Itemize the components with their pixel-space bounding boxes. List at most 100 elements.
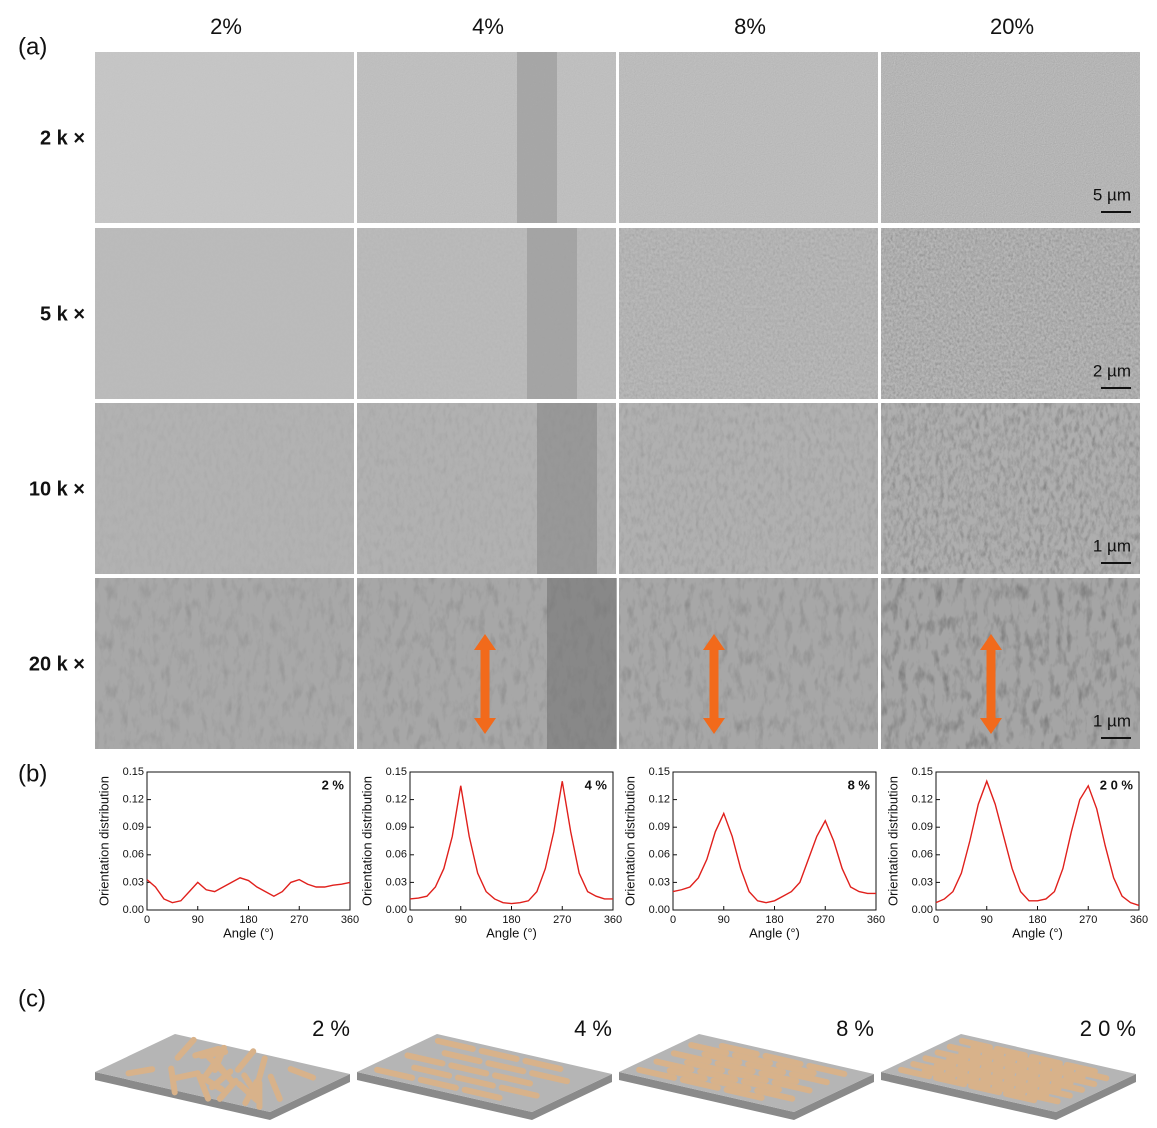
x-tick-label: 180 [502, 914, 520, 926]
scale-bar-label: 2 µm [1093, 361, 1131, 380]
y-tick-label: 0.15 [386, 766, 407, 778]
chart-title: 2 % [322, 777, 345, 792]
x-tick-label: 360 [1130, 914, 1148, 926]
sem-texture [357, 52, 616, 223]
scale-bar-label: 5 µm [1093, 185, 1131, 204]
line [147, 878, 350, 903]
x-tick-label: 90 [455, 914, 467, 926]
y-axis-label: Orientation distribution [96, 776, 111, 906]
scale-bar-label: 1 µm [1093, 536, 1131, 555]
schematic-label: 2 % [312, 1016, 350, 1041]
y-tick-label: 0.00 [649, 904, 670, 916]
schematic-label: 2 0 % [1080, 1016, 1136, 1041]
nanorod [171, 1069, 175, 1093]
x-tick-label: 360 [867, 914, 885, 926]
plot-frame [936, 772, 1139, 910]
x-axis-label: Angle (°) [1012, 925, 1063, 940]
scale-bar-label: 1 µm [1093, 711, 1131, 730]
panel-label: (a) [18, 33, 47, 60]
sem-texture [95, 52, 354, 223]
y-axis-label: Orientation distribution [359, 776, 374, 906]
y-tick-label: 0.03 [649, 876, 670, 888]
y-tick-label: 0.06 [649, 849, 670, 861]
sem-texture [619, 52, 878, 223]
x-axis-label: Angle (°) [486, 925, 537, 940]
y-tick-label: 0.03 [386, 876, 407, 888]
schematic-label: 8 % [836, 1016, 874, 1041]
x-tick-label: 180 [765, 914, 783, 926]
plot-frame [147, 772, 350, 910]
y-tick-label: 0.15 [123, 766, 144, 778]
row-label: 20 k × [29, 653, 85, 675]
line [410, 781, 613, 903]
line [936, 781, 1139, 905]
y-tick-label: 0.06 [386, 849, 407, 861]
y-tick-label: 0.09 [123, 821, 144, 833]
x-tick-label: 360 [604, 914, 622, 926]
sem-texture [619, 228, 878, 399]
y-tick-label: 0.06 [912, 849, 933, 861]
y-tick-label: 0.12 [386, 794, 407, 806]
y-tick-label: 0.12 [649, 794, 670, 806]
sem-texture [95, 403, 354, 574]
x-tick-label: 180 [1028, 914, 1046, 926]
y-tick-label: 0.00 [386, 904, 407, 916]
x-tick-label: 90 [192, 914, 204, 926]
x-tick-label: 270 [290, 914, 308, 926]
x-tick-label: 270 [816, 914, 834, 926]
x-tick-label: 180 [239, 914, 257, 926]
x-tick-label: 0 [933, 914, 939, 926]
x-tick-label: 0 [670, 914, 676, 926]
sem-texture [95, 228, 354, 399]
plot-frame [410, 772, 613, 910]
plot-frame [673, 772, 876, 910]
nanorod [129, 1069, 153, 1073]
column-header: 20% [990, 14, 1034, 39]
x-tick-label: 360 [341, 914, 359, 926]
x-tick-label: 90 [718, 914, 730, 926]
column-header: 4% [472, 14, 504, 39]
y-tick-label: 0.03 [912, 876, 933, 888]
row-label: 5 k × [40, 303, 85, 325]
y-tick-label: 0.06 [123, 849, 144, 861]
y-tick-label: 0.00 [123, 904, 144, 916]
x-tick-label: 270 [553, 914, 571, 926]
figure: (a) (b) (c) 2% 4% 8% 20% 2 k × 5 µm 5 k × 2 µm 1… [0, 0, 1157, 1128]
line [673, 813, 876, 902]
sem-texture [95, 578, 354, 749]
y-tick-label: 0.09 [649, 821, 670, 833]
sem-texture [357, 228, 616, 399]
sem-texture [619, 403, 878, 574]
y-tick-label: 0.09 [912, 821, 933, 833]
column-header: 2% [210, 14, 242, 39]
y-tick-label: 0.15 [912, 766, 933, 778]
panel-label: (c) [18, 985, 46, 1012]
sem-gap [517, 52, 557, 223]
chart-title: 2 0 % [1100, 777, 1134, 792]
row-label: 10 k × [29, 478, 85, 500]
y-tick-label: 0.03 [123, 876, 144, 888]
chart-title: 8 % [848, 777, 871, 792]
y-tick-label: 0.12 [123, 794, 144, 806]
y-axis-label: Orientation distribution [622, 776, 637, 906]
x-tick-label: 0 [144, 914, 150, 926]
schematic-label: 4 % [574, 1016, 612, 1041]
sem-gap [547, 578, 617, 749]
row-label: 2 k × [40, 127, 85, 149]
y-tick-label: 0.09 [386, 821, 407, 833]
x-axis-label: Angle (°) [749, 925, 800, 940]
y-axis-label: Orientation distribution [885, 776, 900, 906]
column-header: 8% [734, 14, 766, 39]
x-tick-label: 90 [981, 914, 993, 926]
x-tick-label: 0 [407, 914, 413, 926]
x-tick-label: 270 [1079, 914, 1097, 926]
nanorod [202, 1052, 226, 1056]
sem-gap [537, 403, 597, 574]
panel-label: (b) [18, 760, 47, 787]
sem-texture [619, 578, 878, 749]
y-tick-label: 0.00 [912, 904, 933, 916]
y-tick-label: 0.15 [649, 766, 670, 778]
chart-title: 4 % [585, 777, 608, 792]
y-tick-label: 0.12 [912, 794, 933, 806]
x-axis-label: Angle (°) [223, 925, 274, 940]
